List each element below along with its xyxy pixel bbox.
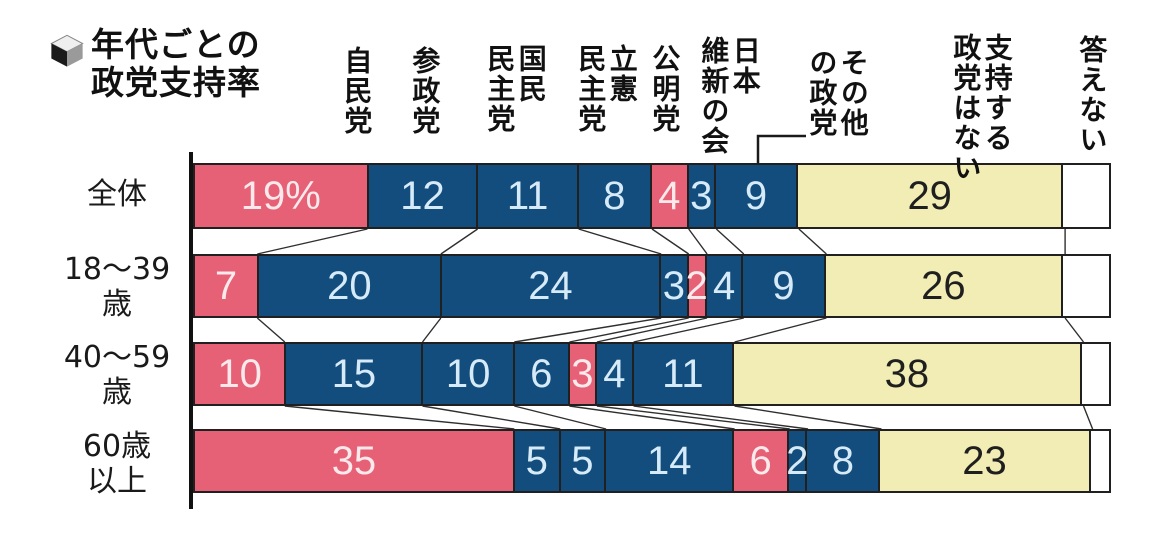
row-label-40-59: 40〜59 歳 [63, 340, 171, 410]
bar-segment: 26 [825, 256, 1064, 316]
column-header: 日本 維新の会 [697, 36, 762, 156]
bar-segment: 3 [661, 256, 689, 316]
bar-segment: 10 [195, 344, 287, 404]
bar-row: 35 5 5 14 6 2 8 23 [193, 429, 1111, 493]
segment-value: 19% [240, 174, 321, 218]
segment-value: 10 [445, 352, 491, 396]
column-header: 答えない [1075, 35, 1109, 155]
segment-value: 35 [331, 439, 377, 483]
segment-value: 6 [530, 352, 553, 396]
bar-segment: 38 [734, 344, 1082, 404]
row-label-zentai: 全体 [87, 177, 147, 212]
segment-value: 8 [603, 174, 626, 218]
segment-value: 23 [962, 439, 1007, 483]
bar-segment: 11 [633, 344, 735, 404]
bar-segment: 2 [786, 431, 809, 491]
segment-value: 29 [907, 174, 952, 218]
bar-segment: 35 [195, 431, 515, 491]
bar-segment: 10 [423, 344, 515, 404]
bar-segment: 9 [715, 165, 799, 227]
segment-value: 6 [749, 439, 772, 483]
segment-value: 14 [646, 439, 692, 483]
segment-value: 3 [662, 264, 685, 308]
bar-segment: 29 [798, 165, 1064, 227]
segment-value: 26 [921, 264, 966, 308]
bar-segment [1063, 256, 1109, 316]
bar-row: 7 20 24 3 2 4 9 26 [193, 254, 1111, 318]
bar-segment: 2 [685, 256, 708, 316]
bar-segment: 4 [597, 344, 634, 404]
bar-segment: 12 [368, 165, 479, 227]
bar-segment: 8 [807, 431, 881, 491]
segment-value: 2 [685, 264, 708, 308]
bar-segment: 14 [606, 431, 735, 491]
segment-value: 3 [571, 352, 594, 396]
segment-value: 2 [786, 439, 809, 483]
bar-segment: 8 [578, 165, 652, 227]
column-header: 国民 民主党 [483, 44, 548, 134]
bar-segment: 20 [258, 256, 442, 316]
segment-value: 11 [506, 174, 549, 218]
segment-value: 38 [884, 352, 930, 396]
segment-value: 5 [571, 439, 594, 483]
bar-segment: 11 [478, 165, 579, 227]
row-label-18-39: 18〜39 歳 [63, 252, 171, 322]
segment-value: 4 [603, 352, 626, 396]
bar-segment [1090, 431, 1109, 491]
segment-value: 11 [662, 352, 704, 396]
bar-segment: 24 [441, 256, 662, 316]
column-header: 支持する 政党はない [949, 33, 1014, 183]
bar-row: 19% 12 11 8 4 3 9 29 [193, 163, 1111, 229]
bar-segment [1081, 344, 1109, 404]
bar-segment: 9 [743, 256, 826, 316]
bar-segment: 15 [286, 344, 424, 404]
connector-lines [256, 134, 1094, 430]
bar-row: 10 15 10 6 3 4 11 38 [193, 342, 1111, 406]
column-header: 立憲 民主党 [574, 44, 639, 134]
segment-value: 9 [744, 174, 768, 218]
cube-bullet-icon [50, 34, 84, 67]
row-label-60-plus: 60歳 以上 [82, 429, 152, 499]
bar-segment: 6 [514, 344, 570, 404]
segment-value: 4 [712, 264, 736, 308]
bar-segment: 19% [195, 165, 369, 227]
segment-value: 12 [400, 174, 445, 218]
bar-segment: 23 [880, 431, 1091, 491]
bar-segment: 4 [706, 256, 744, 316]
column-header: 参政党 [408, 46, 442, 136]
bar-segment: 7 [195, 256, 259, 316]
segment-value: 3 [690, 174, 713, 218]
bar-segment: 5 [514, 431, 561, 491]
bar-segment: 3 [569, 344, 598, 404]
page-title: 年代ごとの 政党支持率 [91, 25, 261, 103]
bar-segment: 4 [651, 165, 689, 227]
bar-segment [1063, 165, 1109, 227]
segment-value: 15 [331, 352, 377, 396]
other-party-leader-line [756, 134, 806, 163]
bar-segment: 5 [560, 431, 607, 491]
segment-value: 4 [658, 174, 681, 218]
column-header: 公明党 [648, 44, 682, 134]
bar-segment: 6 [734, 431, 790, 491]
axis-line [189, 152, 193, 509]
segment-value: 8 [831, 439, 854, 483]
segment-value: 24 [528, 264, 573, 308]
column-header: その他 の政党 [805, 48, 870, 138]
segment-value: 20 [327, 264, 372, 308]
segment-value: 9 [772, 264, 795, 308]
chart-title: 年代ごとの 政党支持率 [50, 25, 261, 103]
segment-value: 10 [217, 352, 262, 396]
bar-segment: 3 [688, 165, 716, 227]
segment-value: 7 [214, 264, 238, 308]
column-header: 自民党 [340, 46, 374, 136]
segment-value: 5 [525, 439, 548, 483]
